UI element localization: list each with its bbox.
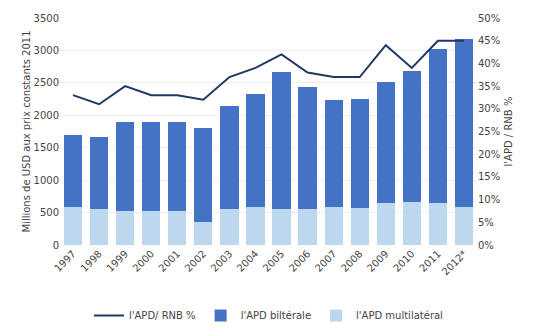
svg-text:2006: 2006 (287, 248, 313, 274)
svg-text:2000: 2000 (34, 110, 59, 121)
svg-text:0: 0 (53, 240, 59, 251)
svg-text:30%: 30% (478, 103, 500, 114)
svg-text:35%: 35% (478, 81, 500, 92)
svg-text:2007: 2007 (313, 248, 339, 274)
svg-text:2011: 2011 (417, 248, 443, 274)
svg-text:2002: 2002 (183, 248, 209, 274)
svg-text:50%: 50% (478, 13, 500, 24)
svg-text:2001: 2001 (156, 248, 182, 274)
svg-text:Millions de USD aux prix const: Millions de USD aux prix constants 2011 (21, 30, 32, 232)
svg-text:500: 500 (40, 207, 59, 218)
svg-text:45%: 45% (478, 35, 500, 46)
svg-text:2009: 2009 (365, 248, 391, 274)
svg-text:1999: 1999 (104, 248, 130, 274)
svg-text:l'APD biltérale: l'APD biltérale (241, 310, 311, 321)
svg-text:40%: 40% (478, 58, 500, 69)
svg-text:2000: 2000 (130, 248, 156, 274)
svg-text:0%: 0% (478, 240, 494, 251)
svg-text:l'APD / RNB %: l'APD / RNB % (503, 97, 514, 167)
svg-text:2003: 2003 (209, 248, 235, 274)
svg-text:1500: 1500 (34, 142, 59, 153)
svg-text:3000: 3000 (34, 45, 59, 56)
svg-text:20%: 20% (478, 149, 500, 160)
svg-text:5%: 5% (478, 217, 494, 228)
svg-text:25%: 25% (478, 126, 500, 137)
svg-text:1998: 1998 (78, 248, 104, 274)
svg-text:2010: 2010 (391, 248, 417, 274)
svg-text:2500: 2500 (34, 77, 59, 88)
svg-text:10%: 10% (478, 194, 500, 205)
svg-text:15%: 15% (478, 171, 500, 182)
svg-text:l'APD multilatéral: l'APD multilatéral (356, 310, 443, 321)
svg-text:2005: 2005 (261, 248, 287, 274)
svg-text:1997: 1997 (52, 248, 78, 274)
svg-text:1000: 1000 (34, 175, 59, 186)
svg-text:3500: 3500 (34, 13, 59, 24)
svg-text:l'APD/ RNB %: l'APD/ RNB % (129, 310, 196, 321)
svg-text:2008: 2008 (339, 248, 365, 274)
svg-text:2012*: 2012* (440, 248, 469, 277)
svg-text:2004: 2004 (235, 248, 261, 274)
